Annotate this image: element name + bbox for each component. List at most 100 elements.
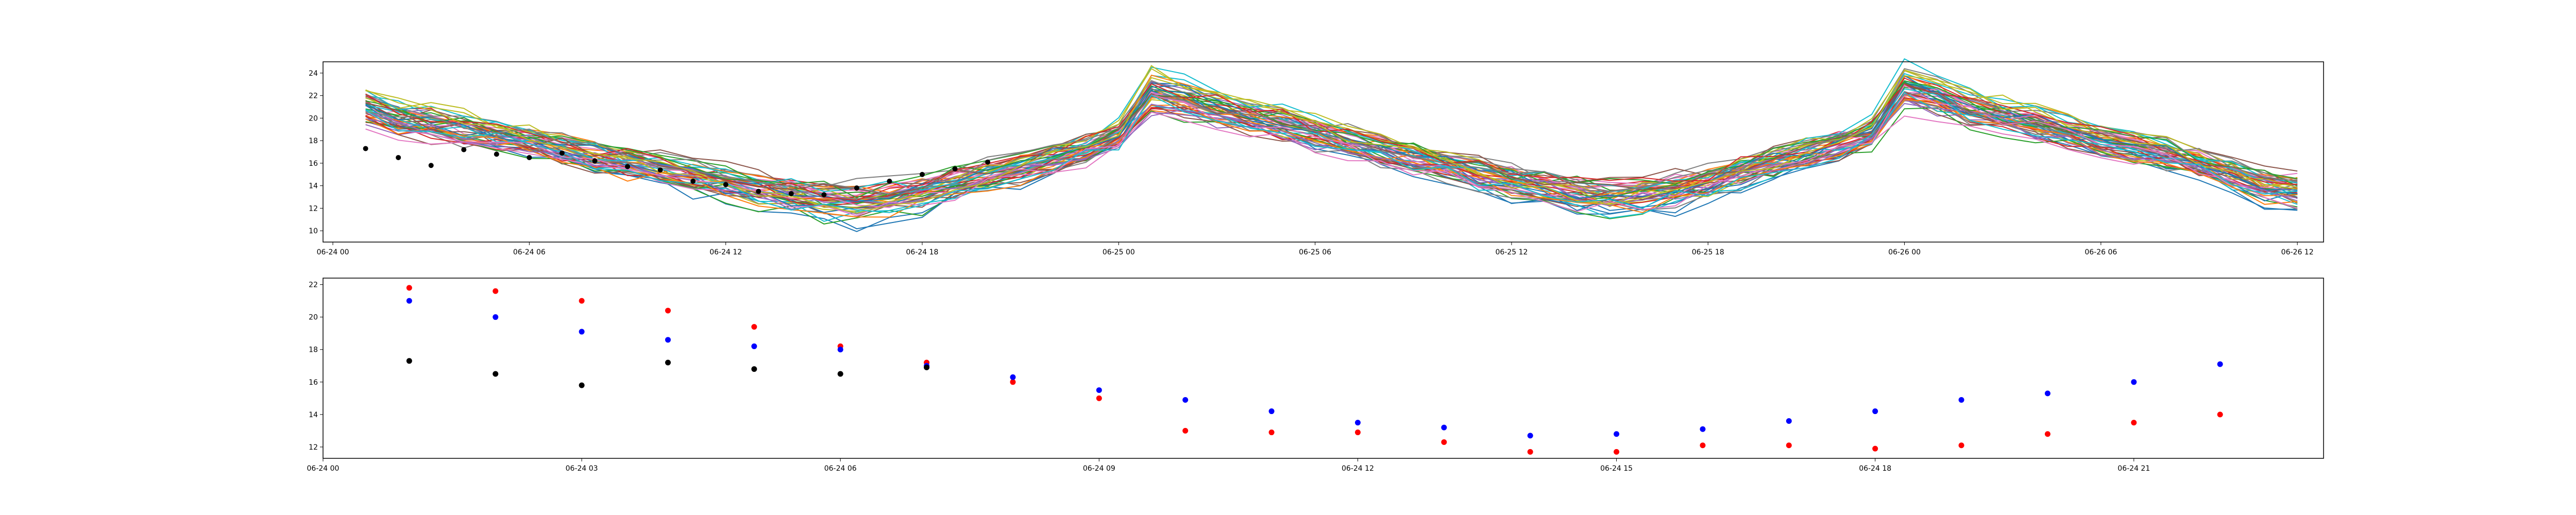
observation-point — [527, 154, 532, 160]
scatter-point — [1786, 442, 1792, 449]
x-tick-label: 06-24 06 — [513, 248, 546, 256]
observation-point — [821, 192, 827, 198]
scatter-point — [665, 307, 671, 314]
scatter-point — [406, 285, 412, 291]
scatter-point — [1614, 449, 1620, 455]
y-tick-label: 22 — [309, 281, 318, 289]
x-tick-label: 06-26 00 — [1888, 248, 1921, 256]
observation-point — [756, 188, 761, 194]
scatter-point — [406, 298, 412, 304]
comparison-scatter-plot: 06-24 00 06-24 03 06-24 06 06-24 09 06-24 12… — [307, 278, 2324, 473]
observation-point — [723, 182, 728, 187]
observation-point — [690, 178, 696, 184]
observation-point — [625, 164, 631, 169]
scatter-point — [1268, 408, 1275, 415]
ensemble-member-line — [365, 75, 2298, 214]
scatter-point — [1872, 445, 1878, 452]
y-tick-label: 16 — [309, 160, 318, 168]
scatter-point — [579, 382, 585, 388]
x-tick-label: 06-24 09 — [1083, 465, 1115, 473]
observation-point — [559, 150, 565, 156]
y-tick-label: 22 — [309, 92, 318, 100]
ensemble-member-line — [365, 68, 2298, 197]
scatter-point — [493, 371, 499, 377]
ensemble-plot: 06-24 00 06-24 06 06-24 12 06-24 18 06-25 00… — [309, 58, 2324, 256]
x-tick-label: 06-26 12 — [2281, 248, 2314, 256]
scatter-point — [1010, 379, 1016, 385]
y-tick-label: 18 — [309, 346, 318, 354]
observation-point — [854, 185, 859, 191]
axes-frame — [323, 61, 2324, 243]
observation-point — [592, 158, 598, 164]
y-tick-label: 16 — [309, 379, 318, 387]
y-tick-label: 10 — [309, 227, 318, 235]
observation-point — [363, 146, 368, 151]
scatter-point — [1441, 439, 1447, 445]
scatter-point — [2044, 390, 2050, 397]
scatter-point — [1958, 442, 1964, 449]
x-tick-label: 06-25 00 — [1103, 248, 1135, 256]
ensemble-member-line — [365, 88, 2298, 195]
scatter-point — [1527, 449, 1533, 455]
ensemble-member-line — [365, 99, 2298, 218]
scatter-point — [751, 324, 757, 330]
scatter-point — [2131, 420, 2137, 426]
scatter-point — [665, 337, 671, 343]
scatter-point — [1268, 430, 1275, 436]
y-tick-label: 14 — [309, 411, 318, 419]
scatter-point — [1527, 433, 1533, 439]
observation-point — [788, 191, 794, 196]
ensemble-member-line — [365, 65, 2298, 208]
scatter-point — [493, 288, 499, 294]
scatter-point — [2217, 411, 2223, 418]
observation-point — [952, 166, 958, 171]
scatter-series — [406, 358, 930, 388]
y-tick-label: 14 — [309, 182, 318, 191]
scatter-point — [1958, 397, 1964, 403]
ensemble-member-line — [365, 83, 2298, 201]
scatter-point — [2131, 379, 2137, 385]
x-tick-label: 06-24 12 — [709, 248, 742, 256]
x-tick-label: 06-24 12 — [1342, 465, 1374, 473]
x-tick-label: 06-24 00 — [307, 465, 340, 473]
scatter-point — [1010, 374, 1016, 380]
scatter-point — [1354, 420, 1361, 426]
scatter-point — [837, 371, 843, 377]
observation-points — [363, 146, 991, 198]
scatter-point — [1441, 424, 1447, 431]
observation-point — [657, 167, 663, 173]
scatter-point — [2217, 361, 2223, 367]
scatter-point — [751, 366, 757, 372]
observation-point — [887, 178, 892, 184]
x-tick-label: 06-24 18 — [906, 248, 939, 256]
x-tick-label: 06-25 12 — [1495, 248, 1528, 256]
scatter-point — [1700, 442, 1706, 449]
ensemble-lines — [365, 58, 2298, 232]
x-tick-label: 06-24 21 — [2117, 465, 2150, 473]
scatter-point — [1354, 430, 1361, 436]
observation-point — [428, 163, 434, 168]
ensemble-member-line — [365, 92, 2298, 193]
y-tick-label: 12 — [309, 204, 318, 213]
observation-point — [985, 159, 991, 165]
scatter-point — [1182, 427, 1189, 434]
scatter-point — [579, 329, 585, 335]
x-tick-label: 06-24 06 — [824, 465, 857, 473]
x-tick-label: 06-25 06 — [1299, 248, 1331, 256]
y-tick-label: 20 — [309, 314, 318, 322]
x-tick-label: 06-24 00 — [317, 248, 349, 256]
scatter-point — [1872, 408, 1878, 415]
scatter-point — [1182, 397, 1189, 403]
y-tick-label: 20 — [309, 114, 318, 123]
x-tick-label: 06-24 03 — [566, 465, 598, 473]
scatter-point — [837, 347, 843, 353]
x-tick-label: 06-24 15 — [1600, 465, 1633, 473]
scatter-point — [2044, 431, 2050, 437]
x-tick-label: 06-25 18 — [1692, 248, 1724, 256]
scatter-point — [579, 298, 585, 304]
observation-point — [461, 147, 467, 152]
scatter-point — [751, 343, 757, 349]
scatter-point — [1096, 387, 1102, 393]
scatter-point — [1614, 431, 1620, 437]
